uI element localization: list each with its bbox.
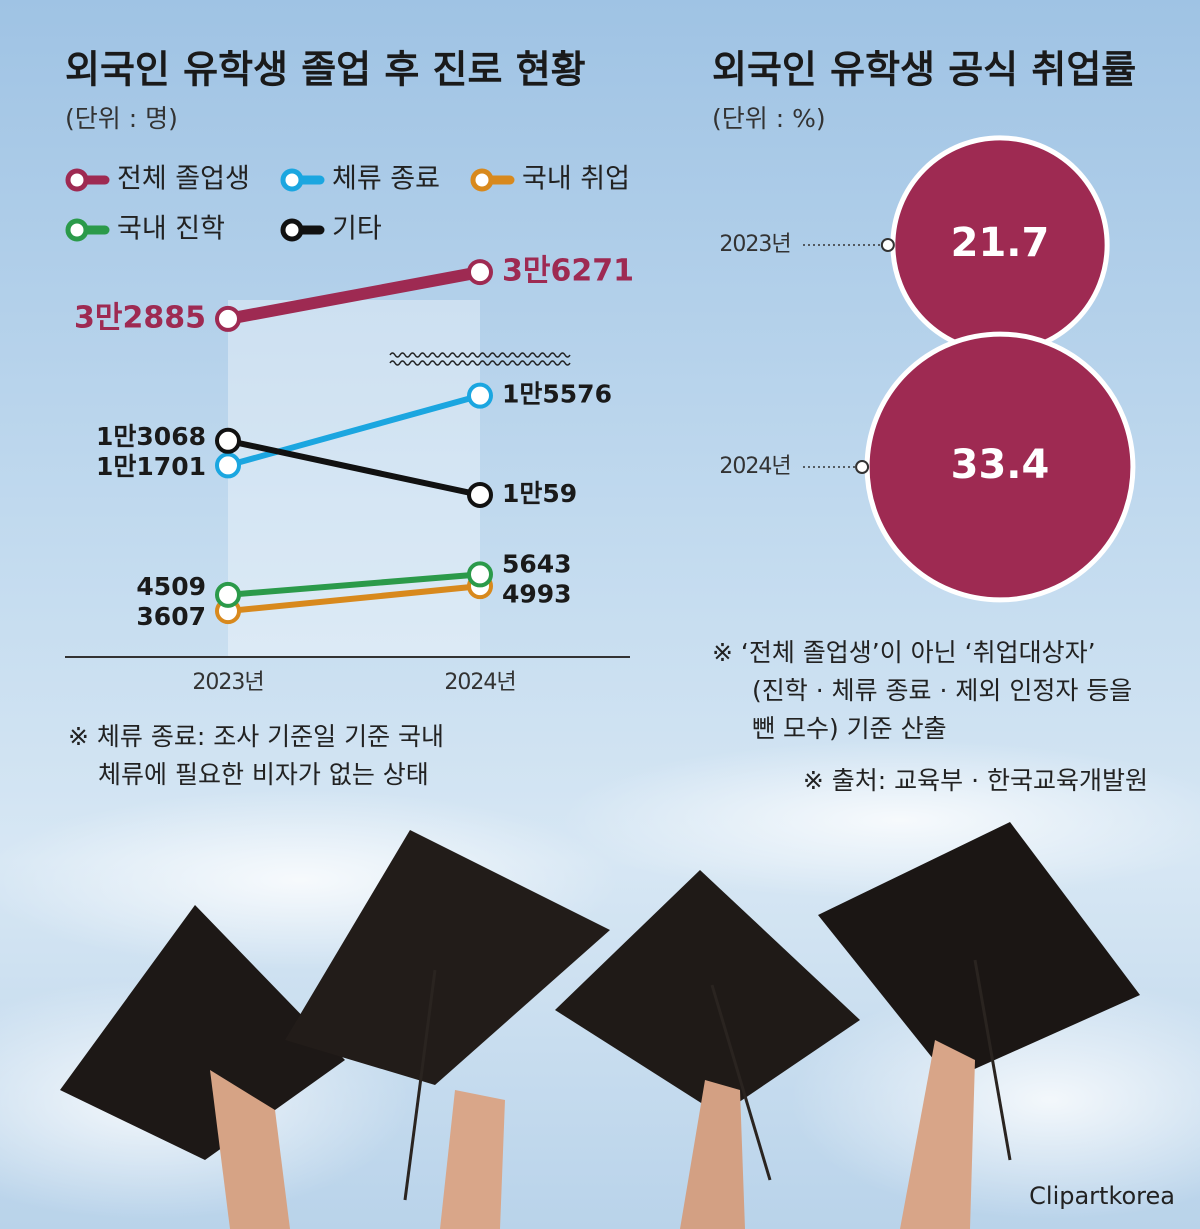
leader-dot <box>855 460 870 474</box>
bubble-label: 21.7 <box>951 220 1050 266</box>
series-line <box>227 437 481 498</box>
data-label: 1만59 <box>502 479 577 508</box>
series-line <box>226 266 482 325</box>
note: (진학 · 체류 종료 · 제외 인정자 등을 <box>752 676 1132 705</box>
graduation-caps <box>60 822 1140 1229</box>
series-line <box>227 392 481 469</box>
data-label: 5643 <box>502 549 572 578</box>
note: 체류에 필요한 비자가 없는 상태 <box>98 760 429 789</box>
legend-label: 국내 취업 <box>522 164 630 195</box>
chart-title: 외국인 유학생 공식 취업률 <box>712 48 1136 92</box>
x-tick-label: 2024년 <box>444 670 515 695</box>
leader-dot <box>880 238 895 252</box>
data-label: 4509 <box>136 572 206 601</box>
data-point <box>215 427 241 454</box>
legend-label: 기타 <box>332 214 382 245</box>
category-label: 2024년 <box>719 454 790 479</box>
note: ※ 체류 종료: 조사 기준일 기준 국내 <box>68 722 444 751</box>
axis-break <box>389 360 571 366</box>
data-point <box>215 581 241 608</box>
data-label: 1만1701 <box>96 452 206 481</box>
series-line <box>227 583 481 615</box>
data-point <box>467 561 493 588</box>
data-point <box>467 382 493 409</box>
legend-swatch-dot <box>280 168 304 192</box>
legend-swatch-dot <box>280 218 304 242</box>
legend-swatch-dot <box>470 168 494 192</box>
credit: Clipartkorea <box>1029 1182 1175 1210</box>
legend-swatch-dot <box>65 218 89 242</box>
chart-title: 외국인 유학생 졸업 후 진로 현황 <box>65 48 586 92</box>
note: 뺀 모수) 기준 산출 <box>752 714 947 743</box>
legend-label: 체류 종료 <box>332 164 440 195</box>
legend-label: 국내 진학 <box>117 214 225 245</box>
data-label: 1만3068 <box>96 422 206 451</box>
chart-subtitle: (단위 : %) <box>712 104 826 133</box>
bubble-label: 33.4 <box>951 442 1050 488</box>
data-point <box>467 259 493 286</box>
note: ※ ‘전체 졸업생’이 아닌 ‘취업대상자’ <box>712 638 1096 667</box>
data-point <box>215 305 241 332</box>
data-point <box>467 481 493 508</box>
data-label: 3만2885 <box>74 300 206 335</box>
legend-swatch-dot <box>65 168 89 192</box>
axis-break <box>389 352 571 358</box>
legend-label: 전체 졸업생 <box>117 164 250 195</box>
source: ※ 출처: 교육부 · 한국교육개발원 <box>803 766 1148 795</box>
category-label: 2023년 <box>719 232 790 257</box>
data-point <box>215 452 241 479</box>
line-chart: 외국인 유학생 졸업 후 진로 현황 (단위 : 명) 2023년 2024년 전체… <box>65 48 634 789</box>
series-line <box>227 571 481 598</box>
x-tick-label: 2023년 <box>192 670 263 695</box>
data-label: 4993 <box>502 579 572 608</box>
data-label: 3607 <box>136 602 206 631</box>
chart-subtitle: (단위 : 명) <box>65 104 178 133</box>
data-label: 3만6271 <box>502 254 634 289</box>
data-label: 1만5576 <box>502 380 612 409</box>
bubble-chart: 외국인 유학생 공식 취업률 (단위 : %) 21.7 2023년 33.4 202… <box>712 48 1148 796</box>
